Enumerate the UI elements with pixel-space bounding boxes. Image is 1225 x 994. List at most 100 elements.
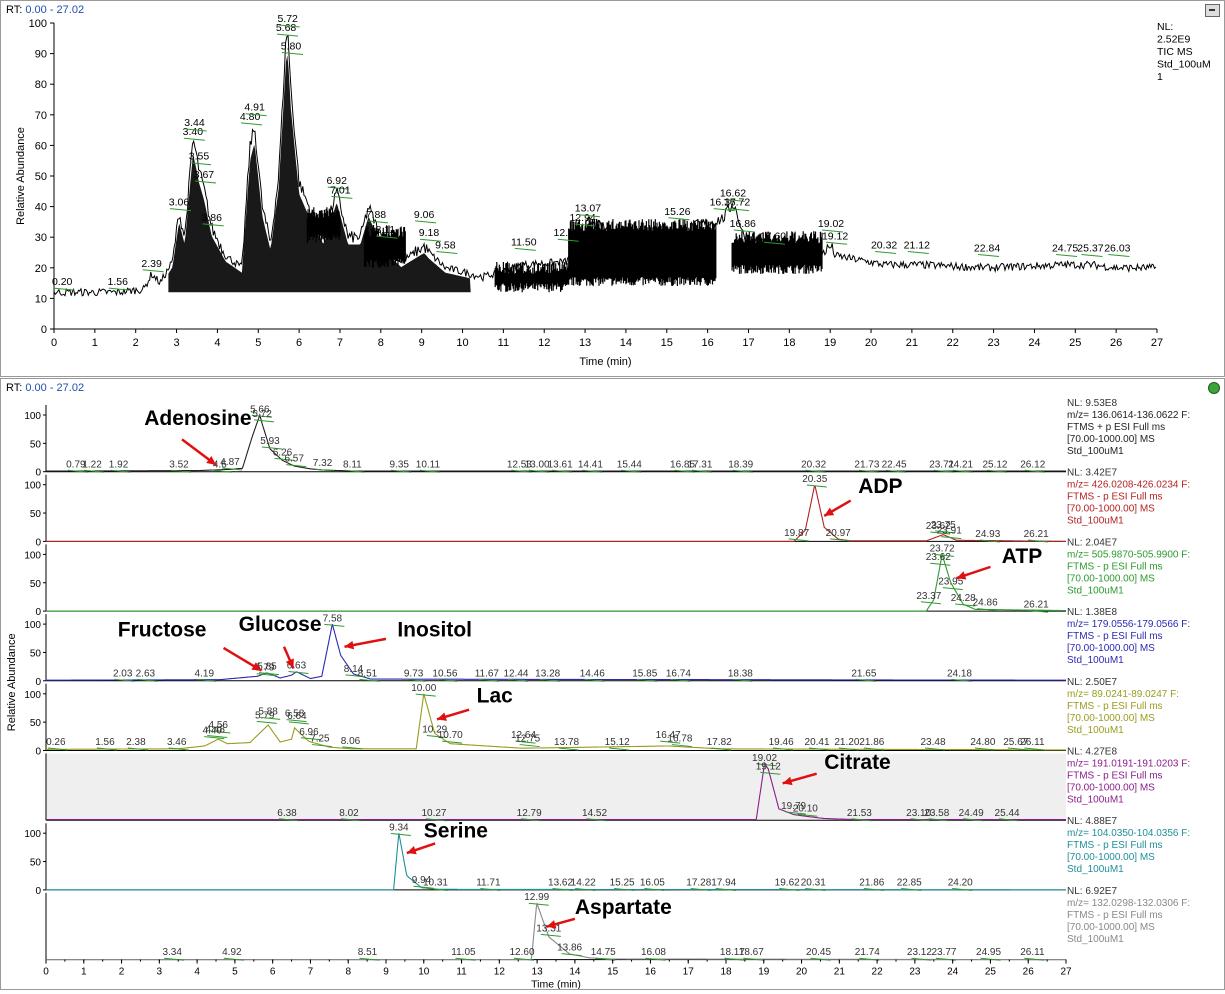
trace-info-line: Std_100uM1 (1067, 795, 1124, 806)
peak-label: 16.72 (724, 197, 750, 209)
peak-marker (345, 674, 366, 678)
peak-label: 10.00 (411, 683, 436, 694)
trace-info-line: NL: 3.42E7 (1067, 468, 1117, 479)
peak-marker (331, 195, 353, 199)
peak-label: 19.87 (784, 528, 809, 539)
peak-label: 11.67 (475, 668, 500, 679)
peak-label: 6.57 (284, 454, 304, 465)
peak-marker (999, 818, 1020, 822)
peak-label: 20.10 (793, 803, 818, 814)
row-y-tick-label: 0 (35, 677, 41, 688)
trace-info-line: Std_100uM1 (1067, 864, 1124, 875)
peak-marker (442, 740, 463, 744)
peak-marker (258, 672, 280, 676)
y-axis-label: Relative Abundance (6, 633, 18, 731)
rt-range-label-bottom: RT: 0.00 - 27.02 (6, 382, 84, 394)
peak-marker (1007, 747, 1028, 751)
x-tick-label: 27 (1151, 337, 1163, 349)
trace-info-line: Std_100uM1 (1067, 585, 1124, 596)
x-tick-label: 1 (92, 337, 98, 349)
peak-marker (644, 888, 665, 891)
peak-label: 20.45 (806, 947, 831, 958)
peak-marker (415, 220, 437, 224)
row-y-tick-label: 50 (30, 718, 42, 729)
peak-marker (300, 737, 321, 741)
peak-label: 23.10 (906, 808, 931, 819)
peak-label: 2.63 (136, 668, 156, 679)
peak-marker (978, 254, 1000, 257)
x-tick-label: 2 (119, 967, 125, 978)
trace-info-line: NL: 4.27E8 (1067, 747, 1117, 758)
y-tick-label: 60 (35, 140, 47, 152)
peak-label: 6.92 (326, 175, 347, 187)
peak-marker (514, 247, 536, 251)
status-icon[interactable] (1208, 382, 1220, 394)
peak-marker (934, 553, 955, 557)
peak-marker (886, 469, 907, 473)
peak-label: 11.71 (476, 877, 501, 888)
peak-marker (691, 469, 712, 473)
peak-marker (223, 957, 244, 961)
trace-info-line: m/z= 104.0350-104.0356 F: (1067, 828, 1190, 839)
peak-marker (552, 469, 573, 473)
x-tick-label: 19 (758, 967, 770, 978)
peak-marker (561, 953, 582, 957)
peak-label: 4.19 (195, 668, 215, 679)
peak-marker (715, 888, 736, 891)
x-tick-label: 22 (947, 337, 959, 349)
peak-marker (344, 469, 365, 473)
peak-marker (314, 468, 335, 472)
peak-label: 24.75 (1052, 243, 1078, 255)
peak-marker (288, 670, 309, 674)
peak-label: 26.11 (1020, 737, 1045, 748)
x-tick-label: 27 (1060, 967, 1072, 978)
peak-label: 22.85 (897, 877, 922, 888)
red-arrow-head (206, 456, 216, 465)
peak-label: 5.93 (260, 436, 280, 447)
y-tick-label: 0 (41, 324, 47, 336)
peak-label: 15.25 (610, 877, 635, 888)
x-tick-label: 16 (645, 967, 657, 978)
x-tick-label: 3 (173, 337, 179, 349)
x-tick-label: 0 (51, 337, 57, 349)
peak-label: 4.91 (244, 102, 265, 114)
peak-marker (426, 734, 447, 738)
x-tick-label: 13 (579, 337, 591, 349)
row-y-tick-label: 100 (24, 550, 41, 561)
peak-label: 5.79 (255, 710, 275, 721)
eic-trace (46, 554, 1066, 612)
peak-marker (935, 530, 956, 534)
peak-label: 18.39 (728, 459, 753, 470)
peak-marker (278, 24, 300, 28)
peak-label: 12.99 (524, 892, 549, 903)
y-tick-label: 100 (29, 18, 47, 30)
peak-label: 0.20 (52, 276, 73, 288)
peak-marker (436, 678, 457, 682)
peak-marker (245, 113, 267, 117)
peak-label: 10.27 (421, 808, 446, 819)
peak-marker (636, 678, 657, 682)
peak-marker (210, 730, 231, 734)
pin-icon[interactable] (1205, 4, 1220, 17)
peak-label: 13.61 (548, 459, 573, 470)
row-y-tick-label: 0 (35, 886, 41, 897)
peak-label: 23.72 (930, 543, 955, 554)
peak-label: 3.52 (169, 459, 189, 470)
peak-marker (419, 469, 440, 473)
peak-label: 3.34 (162, 947, 182, 958)
peak-marker (425, 818, 447, 822)
peak-marker (529, 469, 550, 473)
peak-label: 6.96 (299, 727, 319, 738)
x-axis-label: Time (min) (531, 979, 581, 989)
peak-label: 22.84 (974, 243, 1000, 255)
peak-marker (863, 888, 884, 891)
peak-marker (952, 469, 973, 473)
row-y-tick-label: 0 (35, 747, 41, 758)
peak-label: 5.66 (250, 404, 270, 415)
peak-marker (621, 469, 642, 473)
peak-marker (773, 747, 794, 751)
trace-info-line: Std_100uM1 (1067, 516, 1124, 527)
peak-marker (578, 214, 600, 218)
peak-marker (980, 957, 1001, 961)
trace-info-line: [70.00-1000.00] MS (1067, 504, 1155, 515)
